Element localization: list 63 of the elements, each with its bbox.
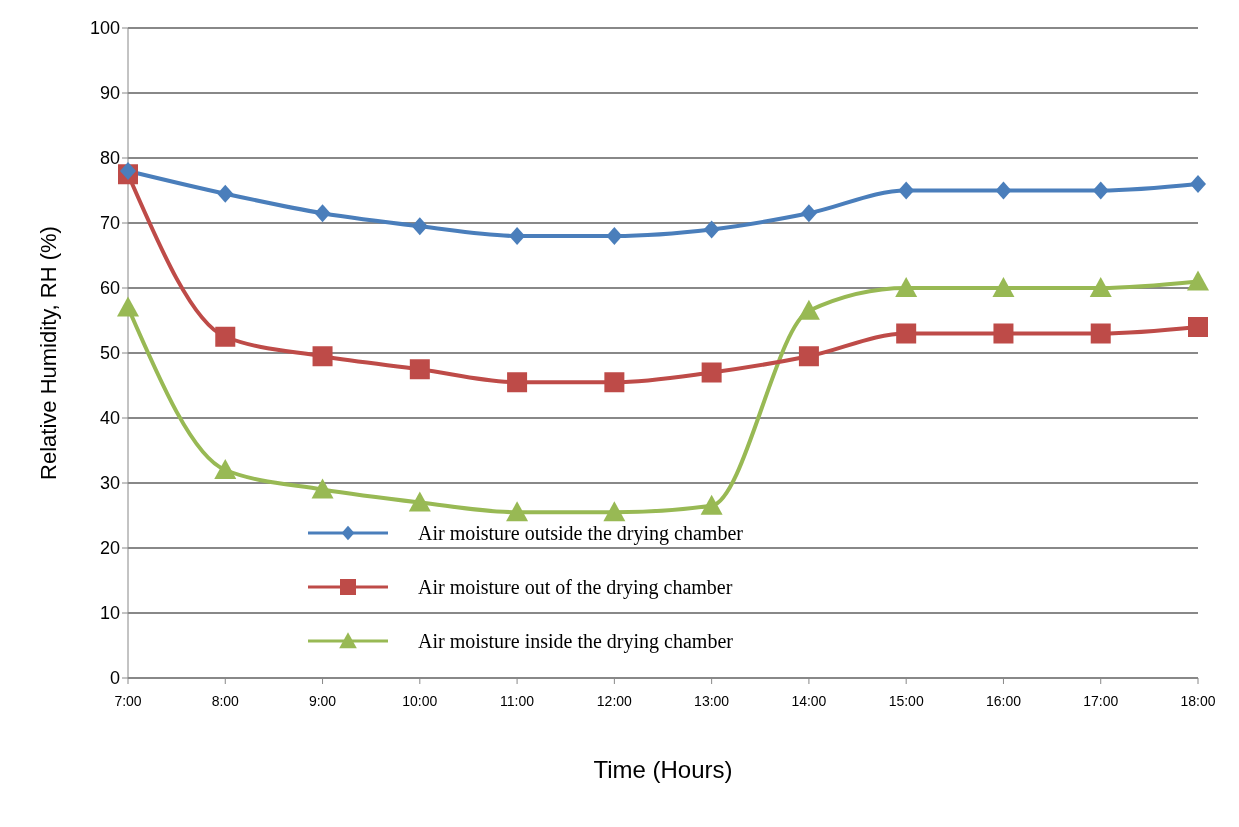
point	[701, 362, 722, 383]
y-tick-label: 90	[99, 83, 120, 104]
x-tick-label: 7:00	[114, 692, 142, 709]
y-tick-label: 60	[99, 278, 120, 299]
point	[408, 491, 431, 512]
y-tick-label: 10	[99, 603, 120, 624]
x-tick-label: 8:00	[211, 692, 240, 709]
y-tick-label: 20	[99, 538, 120, 559]
x-tick-label: 18:00	[1180, 692, 1216, 709]
point	[411, 217, 428, 236]
point	[509, 227, 526, 245]
point	[606, 227, 623, 245]
point	[1090, 323, 1111, 344]
point	[800, 204, 817, 223]
point	[797, 299, 820, 320]
point	[898, 181, 915, 200]
point	[217, 184, 234, 203]
point	[700, 494, 723, 515]
point	[798, 346, 819, 367]
point	[1190, 175, 1206, 193]
point	[895, 277, 918, 297]
y-tick-label: 50	[99, 343, 120, 364]
legend-label: Air moisture out of the drying chamber	[418, 575, 733, 599]
point	[312, 346, 333, 367]
x-tick-label: 11:00	[500, 692, 535, 709]
point	[507, 372, 528, 393]
x-tick-label: 13:00	[694, 692, 730, 709]
point	[506, 501, 529, 522]
x-tick-label: 14:00	[791, 692, 827, 709]
point	[1188, 317, 1208, 337]
y-tick-label: 30	[99, 473, 120, 494]
point	[603, 501, 626, 522]
point	[995, 181, 1012, 200]
x-tick-label: 9:00	[308, 692, 337, 709]
point	[896, 323, 917, 344]
point	[120, 162, 136, 180]
point	[703, 220, 720, 239]
legend-label: Air moisture inside the drying chamber	[418, 629, 733, 653]
x-tick-label: 15:00	[888, 692, 924, 709]
point	[409, 359, 430, 380]
x-tick-label: 16:00	[985, 692, 1022, 709]
y-tick-label: 0	[109, 668, 120, 689]
point	[1187, 270, 1209, 291]
point	[993, 323, 1014, 344]
point	[215, 326, 236, 347]
y-tick-label: 40	[99, 408, 120, 429]
y-tick-label: 70	[99, 213, 120, 234]
point	[214, 459, 237, 479]
x-tick-label: 10:00	[402, 692, 438, 709]
point	[1089, 277, 1112, 297]
x-tick-label: 17:00	[1083, 692, 1119, 709]
point	[1092, 181, 1109, 200]
y-tick-label: 100	[89, 18, 120, 39]
point	[311, 478, 334, 499]
point	[117, 296, 139, 317]
point	[314, 204, 331, 223]
point	[604, 372, 625, 393]
legend-label: Air moisture outside the drying chamber	[418, 521, 743, 545]
x-tick-label: 12:00	[596, 692, 633, 709]
y-axis-title: Relative Humidity, RH (%)	[35, 226, 61, 480]
y-tick-label: 80	[99, 148, 120, 169]
x-axis-title: Time (Hours)	[593, 756, 733, 783]
point	[992, 277, 1015, 297]
